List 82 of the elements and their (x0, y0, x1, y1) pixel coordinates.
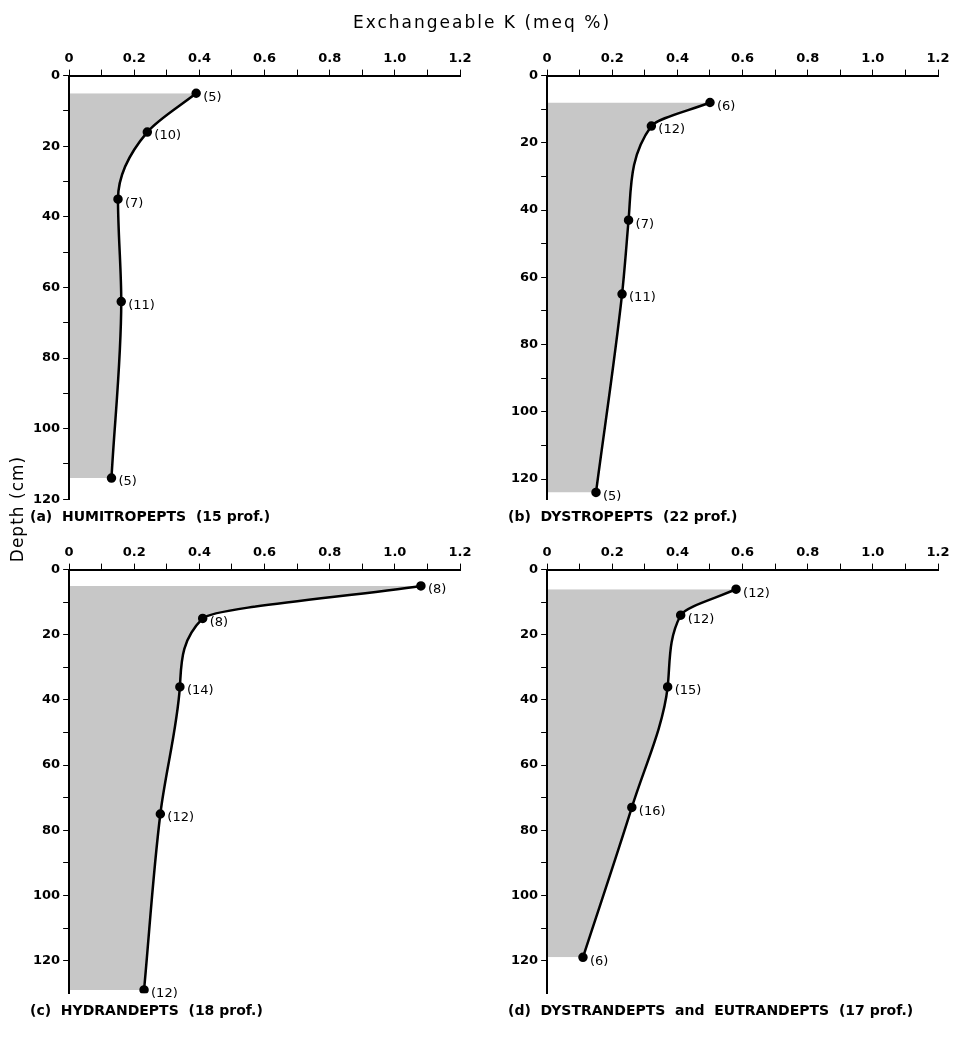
annotation: (12) (151, 985, 178, 1001)
y-tick-label: 20 (42, 626, 61, 642)
text: (b) DYSTROPEPTS (22 prof.) (508, 508, 738, 525)
annotation: (7) (124, 194, 144, 210)
y-tick-label: 80 (42, 821, 61, 837)
y-tick-label: 100 (511, 886, 539, 902)
y-tick-label: 100 (33, 886, 61, 902)
x-tick-label: 1.2 (448, 544, 472, 560)
x-tick-label: 0.2 (600, 544, 624, 560)
annotation: (15) (674, 682, 702, 698)
annotation: (12) (687, 610, 715, 626)
annotation: (12) (743, 584, 770, 600)
annotation: (10) (154, 127, 181, 143)
annotation: (7) (635, 215, 654, 231)
x-tick-label: 0.8 (796, 544, 820, 560)
y-axis-title: Depth (cm) (7, 454, 28, 565)
x-tick-label: 0 (542, 50, 552, 66)
x-tick-label: 0.2 (122, 50, 146, 66)
annotation: (6) (717, 97, 736, 113)
x-tick-label: 0.2 (600, 50, 624, 66)
annotation: (6) (589, 952, 609, 968)
y-tick-label: 40 (520, 691, 539, 707)
y-tick-label: 60 (520, 268, 539, 284)
x-tick-label: 1.0 (383, 544, 407, 560)
x-tick-label: 0.6 (731, 544, 755, 560)
y-tick-label: 100 (33, 419, 61, 435)
annotation: (5) (118, 473, 137, 489)
y-tick-label: 0 (51, 66, 61, 82)
x-axis-title: Exchangeable K (meq %) (351, 12, 612, 32)
y-tick-label: 0 (51, 560, 61, 576)
x-tick-label: 1.2 (448, 50, 472, 66)
annotation: (8) (209, 613, 229, 629)
x-tick-label: 0.8 (796, 50, 820, 66)
y-tick-label: 20 (520, 134, 539, 150)
y-tick-label: 60 (520, 756, 539, 772)
y-tick-label: 60 (42, 278, 61, 294)
y-tick-label: 60 (42, 756, 61, 772)
annotation: (16) (638, 802, 666, 818)
x-tick-label: 1.2 (926, 50, 950, 66)
x-tick-label: 0.4 (665, 50, 689, 66)
x-tick-label: 0.8 (318, 544, 342, 560)
x-tick-label: 1.0 (383, 50, 407, 66)
y-tick-label: 40 (42, 208, 61, 224)
x-tick-label: 1.0 (861, 50, 885, 66)
x-tick-label: 0.6 (731, 50, 755, 66)
x-tick-label: 1.2 (926, 544, 950, 560)
annotation: (12) (658, 121, 686, 137)
y-tick-label: 40 (42, 691, 61, 707)
annotation: (14) (186, 682, 214, 698)
y-tick-label: 80 (42, 349, 61, 365)
annotation: (11) (629, 289, 656, 305)
x-tick-label: 0 (542, 544, 552, 560)
x-tick-label: 0.8 (318, 50, 342, 66)
text: (a) HUMITROPEPTS (15 prof.) (30, 508, 271, 525)
x-tick-label: 0.4 (665, 544, 689, 560)
y-tick-label: 120 (511, 470, 539, 486)
y-tick-label: 0 (529, 66, 539, 82)
x-tick-label: 0 (64, 50, 74, 66)
text: (c) HYDRANDEPTS (18 prof.) (30, 1002, 263, 1019)
annotation: (5) (203, 88, 222, 104)
text: (d) DYSTRANDEPTS and EUTRANDEPTS (17 prof.) (508, 1002, 914, 1019)
annotation: (11) (128, 296, 155, 312)
annotation: (12) (167, 809, 195, 825)
x-tick-label: 0.4 (187, 50, 211, 66)
y-tick-label: 120 (33, 490, 61, 506)
annotation: (5) (602, 487, 622, 503)
x-tick-label: 0.2 (122, 544, 146, 560)
x-tick-label: 0.6 (253, 50, 277, 66)
y-tick-label: 120 (511, 951, 539, 967)
annotation: (8) (427, 581, 447, 597)
x-tick-label: 1.0 (861, 544, 885, 560)
y-tick-label: 40 (520, 201, 539, 217)
y-tick-label: 80 (520, 335, 539, 351)
x-tick-label: 0 (64, 544, 74, 560)
y-tick-label: 20 (520, 626, 539, 642)
x-tick-label: 0.4 (187, 544, 211, 560)
y-tick-label: 80 (520, 821, 539, 837)
x-tick-label: 0.6 (253, 544, 277, 560)
y-tick-label: 0 (529, 560, 539, 576)
y-tick-label: 120 (33, 951, 61, 967)
y-tick-label: 100 (511, 403, 539, 419)
y-tick-label: 20 (42, 137, 61, 153)
